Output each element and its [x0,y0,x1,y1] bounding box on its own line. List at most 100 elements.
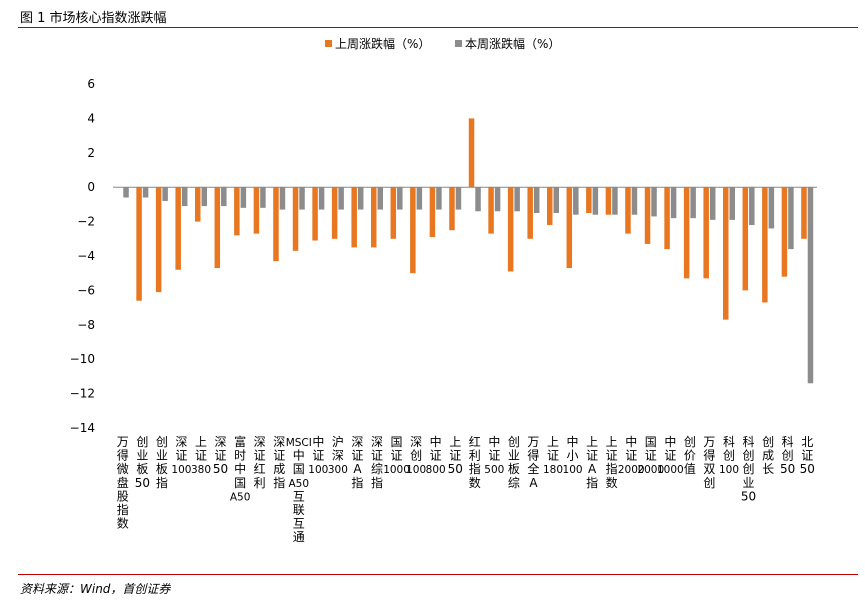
bar-this-week [299,187,305,210]
category-label: 深证成指 [273,435,285,490]
y-tick-label: −8 [77,318,95,332]
category-label: 中小 100 [563,434,583,476]
bar-this-week [592,187,599,215]
bar-last-week [449,187,455,231]
bar-this-week [338,187,344,210]
bar-this-week [357,187,364,210]
bar-this-week [768,187,775,229]
y-tick-label: −12 [70,387,95,401]
bar-this-week [142,187,149,198]
category-label: 科创 100 [719,435,739,476]
category-label: 万得全 A [527,435,539,490]
category-label: 万得双创 [703,435,715,490]
bar-this-week [260,187,266,208]
legend-swatch-this-week [455,40,462,47]
bar-this-week [240,187,247,208]
category-label: 上证 A 指 [586,435,598,490]
bar-last-week [586,187,592,213]
category-label: 万得微盘股指数 [117,435,129,531]
category-label: 中证 500 [484,434,504,476]
category-label: 创价值 [684,435,696,476]
category-label: 上证 50 [448,435,463,476]
category-label: 深证红利 [254,435,266,490]
category-label: 中证 2000 [618,434,645,476]
category-label: 上证 380 [191,435,211,476]
bar-this-week [553,187,559,213]
bar-this-week [729,187,735,220]
category-label: 国证 2000 [637,435,664,476]
bar-last-week [625,187,631,234]
bar-this-week [377,187,383,210]
category-label: 上证 180 [543,435,563,476]
category-label: 上证指数 [606,435,618,490]
y-tick-label: −6 [77,283,95,297]
y-axis: 6 4 2 0 −2 −4 −6 −8 −10 −12 −14 [70,77,95,435]
bar-last-week [781,187,788,277]
bar-last-week [273,187,279,262]
bar-last-week [723,187,729,320]
bar-this-week [612,187,618,215]
bar-this-week [807,187,814,384]
category-label: 深证 100 [171,435,191,476]
bar-this-week [436,187,442,210]
y-tick-label: −10 [70,352,95,366]
bar-this-week [651,187,657,217]
bar-this-week [416,187,423,210]
bar-last-week [214,187,221,269]
bar-last-week [292,187,299,251]
top-rule [18,27,858,28]
bar-this-week [514,187,520,212]
legend-label-last-week: 上周涨跌幅（%） [335,36,430,51]
bar-last-week [547,187,553,226]
bar-last-week [507,187,514,272]
bar-last-week [331,187,338,239]
bar-this-week [397,187,403,210]
bar-this-week [670,187,677,219]
bar-last-week [429,187,436,238]
bar-this-week [788,187,794,250]
bar-last-week [644,187,651,244]
bar-last-week [566,187,573,269]
category-label: 中证 100 [308,434,328,476]
bar-last-week [664,187,670,250]
bar-last-week [801,187,807,239]
category-label: 创业板 50 [135,435,150,490]
category-label: 深证综指 [371,435,383,490]
bar-this-week [201,187,207,207]
legend-label-this-week: 本周涨跌幅（%） [465,36,560,51]
bar-this-week [318,187,325,210]
legend: 上周涨跌幅（%） 本周涨跌幅（%） [325,36,560,51]
bar-this-week [475,187,481,212]
category-label: MSCI 中国 A50 互联互通 [286,437,312,544]
bar-this-week [533,187,540,213]
bar-this-week [455,187,462,210]
bar-this-week [749,187,755,226]
category-label: 深证 50 [213,435,228,476]
bar-last-week [155,187,162,293]
category-label: 科创 50 [780,435,795,476]
bar-last-week [410,187,416,274]
legend-swatch-last-week [325,40,332,47]
bar-last-week [488,187,494,234]
bar-last-week [683,187,690,279]
y-tick-label: 4 [87,111,95,125]
source-note: 资料来源：Wind，首创证券 [20,582,171,596]
bar-last-week [390,187,397,239]
bar-last-week [234,187,240,236]
bar-this-week [573,187,579,215]
y-tick-label: 6 [87,77,95,91]
category-label: 中证 800 [426,434,446,476]
bar-last-week [762,187,768,303]
category-label: 创成长 [762,435,774,476]
y-tick-label: 0 [87,180,95,194]
bars [123,118,814,384]
category-label: 科创创业 50 [741,435,756,503]
bar-last-week [175,187,181,270]
bar-this-week [162,187,168,201]
bar-this-week [631,187,638,215]
bar-last-week [253,187,260,234]
bar-this-week [181,187,188,207]
bar-this-week [123,187,129,198]
